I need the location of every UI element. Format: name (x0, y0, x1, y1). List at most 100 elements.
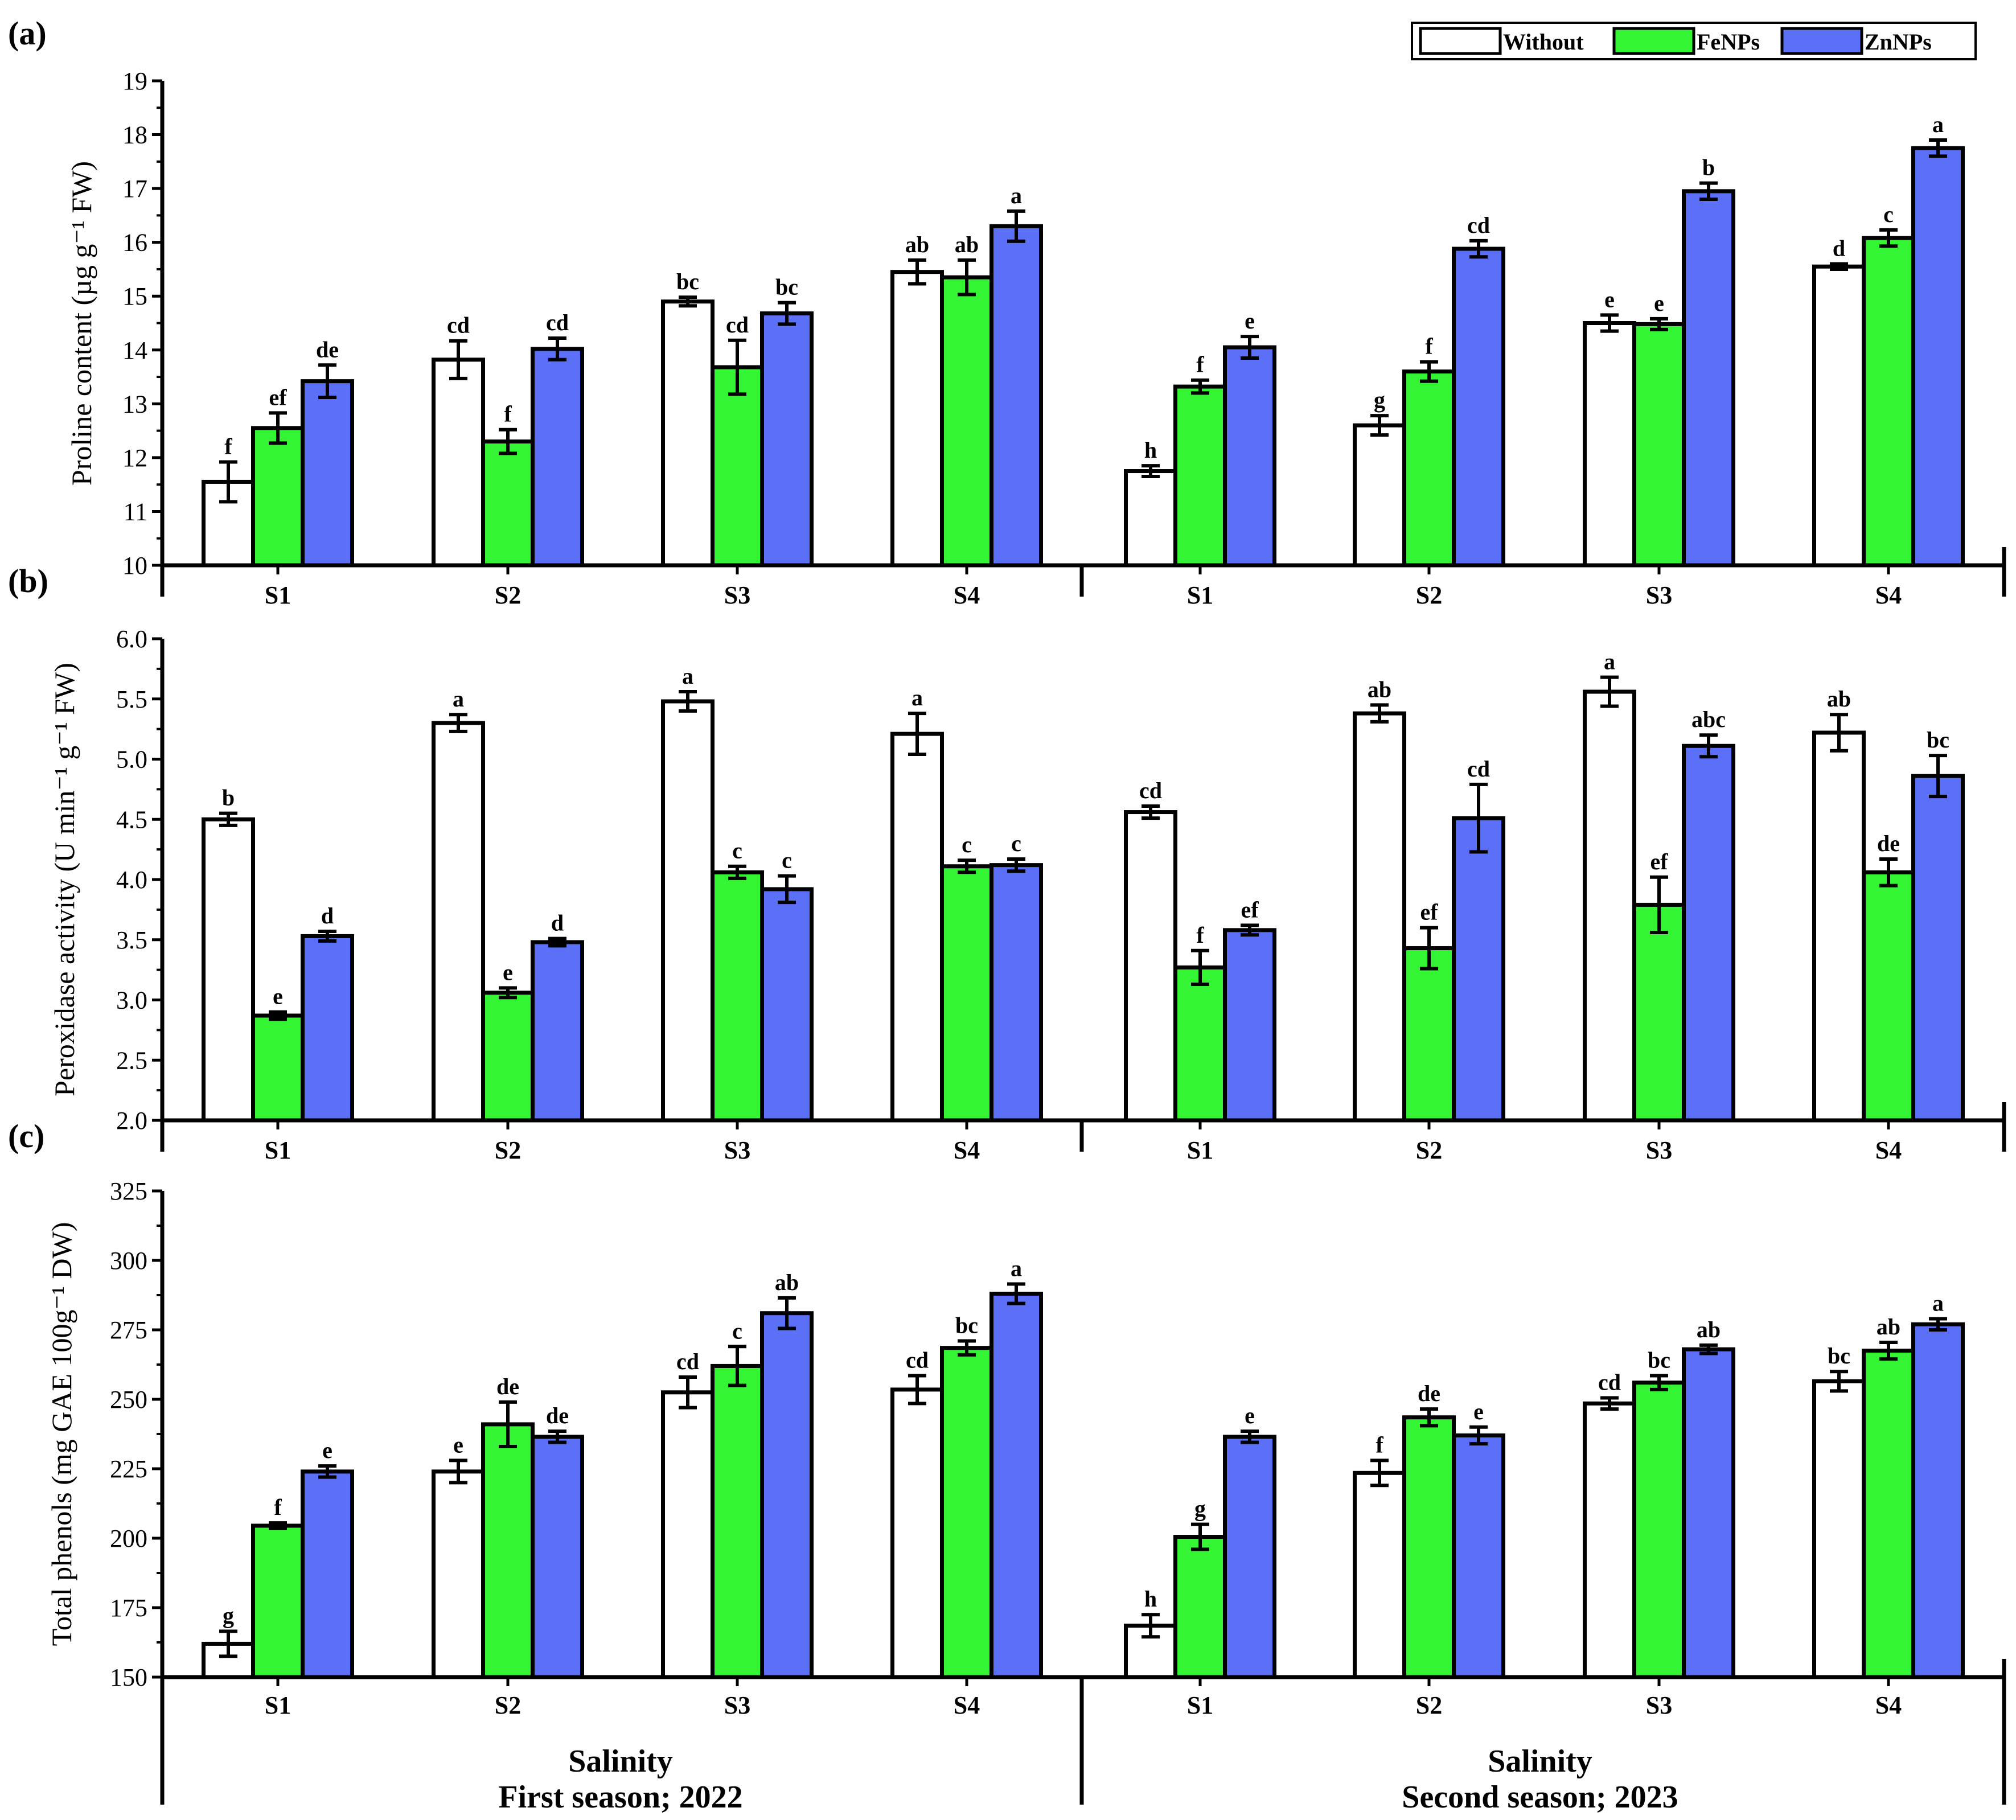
y-axis-label: Proline content (µg g⁻¹ FW) (65, 161, 97, 486)
significance-letter: a (1932, 112, 1944, 137)
significance-letter: cd (906, 1347, 929, 1373)
bar-fenps (1632, 1381, 1686, 1679)
significance-letter: de (1877, 831, 1900, 856)
x-tick-label: S4 (954, 1136, 980, 1164)
x-tick-label: S2 (1416, 1691, 1442, 1719)
significance-letter: f (1196, 922, 1204, 948)
bar-fenps (940, 275, 993, 568)
significance-letter: cd (1139, 778, 1162, 803)
season-label-first: First season; 2022 (498, 1780, 742, 1815)
significance-letter: c (1011, 831, 1021, 856)
bar-znnps (989, 1292, 1043, 1679)
significance-letter: bc (1648, 1347, 1670, 1373)
significance-letter: ef (269, 384, 287, 410)
significance-letter: cd (726, 312, 749, 338)
bar-znnps (1911, 146, 1965, 568)
significance-letter: ab (905, 232, 929, 257)
significance-letter: ef (1420, 899, 1438, 925)
bar-fenps (481, 1422, 535, 1679)
y-tick-label: 5.5 (116, 685, 147, 713)
bar-znnps (1911, 774, 1965, 1123)
significance-letter: ef (1241, 897, 1259, 922)
significance-letter: c (962, 832, 972, 857)
bar-without (890, 270, 944, 568)
bar-fenps (1632, 322, 1686, 568)
y-tick-label: 11 (124, 498, 147, 525)
significance-letter: ef (1650, 849, 1668, 874)
bar-fenps (711, 365, 764, 568)
y-tick-label: 17 (122, 175, 147, 203)
significance-letter: ab (1827, 686, 1851, 712)
x-tick-label: S4 (1875, 1136, 1902, 1164)
significance-letter: bc (1927, 727, 1949, 753)
bar-without (1583, 689, 1636, 1123)
significance-letter: a (453, 686, 464, 712)
significance-letter: bc (676, 269, 699, 294)
bar-fenps (1173, 1535, 1227, 1679)
x-axis-title-left: Salinity (568, 1744, 673, 1779)
bar-without (1812, 264, 1866, 568)
x-tick-label: S2 (495, 1691, 521, 1719)
bar-without (1583, 1401, 1636, 1679)
bar-without (432, 721, 485, 1123)
significance-letter: a (1011, 1255, 1022, 1281)
bar-without (661, 1390, 715, 1679)
significance-letter: bc (1828, 1343, 1850, 1369)
significance-letter: e (503, 959, 513, 985)
legend-swatch-znnps (1780, 27, 1863, 55)
bar-znnps (1682, 189, 1735, 568)
significance-letter: e (1245, 308, 1255, 334)
legend-label-fenps: FeNPs (1697, 29, 1760, 55)
significance-letter: f (274, 1494, 282, 1520)
x-tick-label: S4 (1875, 581, 1902, 609)
legend-swatch-without (1419, 27, 1502, 55)
y-tick-label: 3.5 (116, 926, 147, 954)
y-tick-label: 15 (122, 282, 147, 310)
significance-letter: f (1376, 1432, 1383, 1457)
significance-letter: a (1932, 1290, 1944, 1316)
x-tick-label: S3 (724, 581, 750, 609)
bar-znnps (760, 887, 814, 1123)
x-tick-label: S3 (724, 1691, 750, 1719)
significance-letter: ab (1697, 1317, 1721, 1342)
x-tick-label: S2 (495, 581, 521, 609)
panel-3: (c) Total phenols (mg GAE 100g⁻¹ DW) 150 17… (8, 1118, 2006, 1805)
bar-fenps (481, 439, 535, 568)
y-tick-label: 10 (122, 552, 147, 580)
bar-fenps (1862, 1349, 1915, 1679)
x-tick-label: S3 (1646, 1691, 1672, 1719)
significance-letter: h (1144, 437, 1157, 463)
bar-znnps (1223, 1435, 1276, 1679)
bar-znnps (1452, 1433, 1505, 1679)
legend-swatch-fenps (1612, 27, 1695, 55)
bar-fenps (1402, 1415, 1456, 1679)
x-tick-label: S4 (954, 581, 980, 609)
bar-znnps (1452, 246, 1505, 568)
bar-znnps (760, 1311, 814, 1679)
y-tick-label: 225 (110, 1455, 147, 1483)
y-tick-label: 275 (110, 1316, 147, 1344)
y-tick-label: 150 (110, 1663, 147, 1691)
bar-znnps (531, 940, 584, 1123)
significance-letter: d (1833, 235, 1845, 261)
panel-2: (b) Peroxidase activity (U min⁻¹ g⁻¹ FW) 2… (8, 562, 2006, 1164)
y-tick-label: 325 (110, 1177, 147, 1205)
bar-znnps (1682, 1347, 1735, 1679)
y-tick-label: 13 (122, 390, 147, 418)
panel-tag: (c) (8, 1118, 44, 1155)
bar-without (432, 358, 485, 568)
bar-fenps (1632, 902, 1686, 1123)
y-tick-label: 19 (122, 67, 147, 95)
x-tick-label: S1 (1187, 1691, 1213, 1719)
significance-letter: e (453, 1432, 463, 1457)
chart-panels: (a) Proline content (µg g⁻¹ FW) 10 11 12 13 14… (8, 15, 2006, 1805)
bar-fenps (251, 1013, 305, 1123)
bar-fenps (711, 870, 764, 1123)
bar-znnps (1682, 743, 1735, 1123)
significance-letter: cd (676, 1349, 699, 1374)
x-tick-label: S4 (1875, 1691, 1902, 1719)
bar-without (1583, 321, 1636, 568)
bar-fenps (1173, 965, 1227, 1123)
